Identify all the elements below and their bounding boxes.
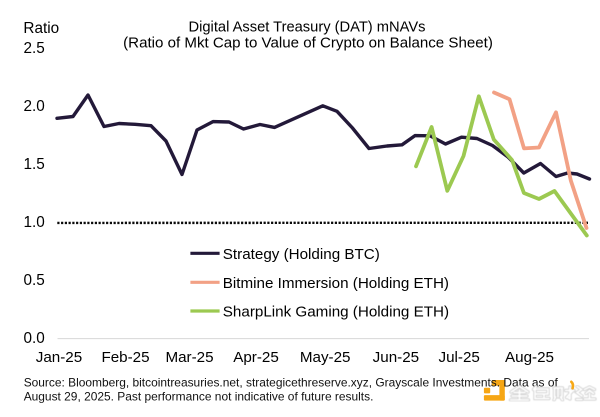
svg-text:Aug-25: Aug-25 bbox=[505, 349, 554, 366]
svg-text:Bitmine Immersion (Holding ETH: Bitmine Immersion (Holding ETH) bbox=[223, 275, 449, 292]
svg-text:Feb-25: Feb-25 bbox=[101, 349, 149, 366]
svg-text:(Ratio of Mkt Cap to Value of: (Ratio of Mkt Cap to Value of Crypto on … bbox=[123, 35, 493, 52]
svg-text:Jan-25: Jan-25 bbox=[36, 349, 82, 366]
svg-text:Apr-25: Apr-25 bbox=[233, 349, 279, 366]
svg-text:2.0: 2.0 bbox=[24, 98, 45, 115]
svg-text:SharpLink Gaming (Holding ETH): SharpLink Gaming (Holding ETH) bbox=[223, 304, 449, 321]
svg-text:Strategy (Holding BTC): Strategy (Holding BTC) bbox=[223, 246, 380, 263]
svg-text:Mar-25: Mar-25 bbox=[165, 349, 213, 366]
svg-text:Ratio: Ratio bbox=[23, 20, 59, 37]
svg-text:Digital Asset Treasury (DAT) m: Digital Asset Treasury (DAT) mNAVs bbox=[189, 20, 426, 36]
svg-text:Jun-25: Jun-25 bbox=[373, 349, 419, 366]
svg-text:Jul-25: Jul-25 bbox=[439, 349, 480, 366]
svg-text:0.5: 0.5 bbox=[24, 272, 45, 289]
svg-text:1.0: 1.0 bbox=[24, 214, 45, 231]
svg-text:Source: Bloomberg, bitcointrea: Source: Bloomberg, bitcointreasuries.net… bbox=[24, 376, 559, 390]
svg-text:1.5: 1.5 bbox=[24, 156, 45, 173]
svg-text:2.5: 2.5 bbox=[24, 40, 45, 57]
svg-text:August 29, 2025. Past performa: August 29, 2025. Past performance not in… bbox=[24, 389, 374, 403]
svg-text:May-25: May-25 bbox=[300, 349, 351, 366]
svg-text:0.0: 0.0 bbox=[24, 330, 45, 347]
